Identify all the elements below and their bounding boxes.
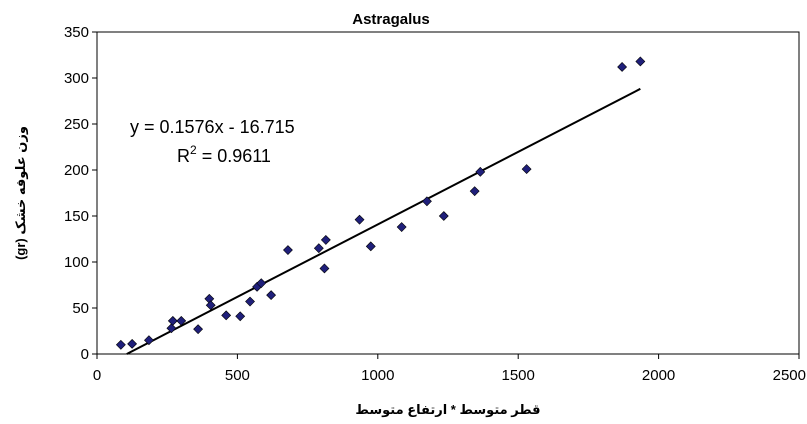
data-point [319,263,330,274]
data-point [422,196,432,207]
y-tick-label: 50 [72,300,89,317]
data-point [256,278,267,289]
data-point [469,186,480,197]
data-point [320,234,331,245]
r-squared-label: R2 = 0.9611 [177,143,271,166]
trendline [126,87,641,355]
y-tick-label: 150 [64,208,89,225]
data-point [635,56,646,67]
data-point [167,315,178,326]
chart-title: Astragalus [352,11,430,28]
data-points [115,56,646,350]
x-tick-label: 1000 [361,367,394,384]
r-squared-exponent: 2 [190,143,197,157]
data-point [266,290,277,301]
data-point [115,339,126,350]
y-tick-label: 100 [64,254,89,271]
x-tick-label: 500 [225,367,250,384]
data-point [313,243,324,254]
x-axis-title: قطر متوسط * ارتفاع متوسط [355,402,540,417]
y-tick-label: 0 [81,346,89,363]
data-point [617,62,628,72]
data-point [283,245,293,255]
data-point [521,164,532,175]
data-point [205,300,216,311]
y-tick-label: 250 [64,116,89,133]
data-point [144,335,154,346]
x-tick-label: 2500 [773,367,806,384]
data-point [235,311,246,322]
x-tick-label: 2000 [642,367,675,384]
data-point [176,315,187,326]
y-tick-label: 350 [64,24,89,41]
x-tick-label: 1500 [502,367,535,384]
data-point [354,214,365,225]
y-tick-label: 200 [64,162,89,179]
r-squared-prefix: R [177,146,190,166]
data-point [166,323,177,334]
y-axis-title: وزن علوفه خشک (gr) [13,126,28,260]
y-tick-label: 300 [64,70,89,87]
data-point [221,310,232,321]
data-point [193,324,204,335]
r-squared-value: = 0.9611 [197,146,271,166]
data-point [127,338,138,349]
data-point [396,222,407,232]
plot-area [96,31,800,355]
data-point [245,296,255,307]
data-point [365,241,376,252]
data-point [475,166,486,177]
y-axis: 0 50 100 150 200 250 300 350 [64,24,97,363]
trendline-equation: y = 0.1576x - 16.715 [130,117,295,137]
x-axis: 0 500 1000 1500 2000 2500 [93,354,806,384]
x-tick-label: 0 [93,367,101,384]
data-point [438,211,449,221]
